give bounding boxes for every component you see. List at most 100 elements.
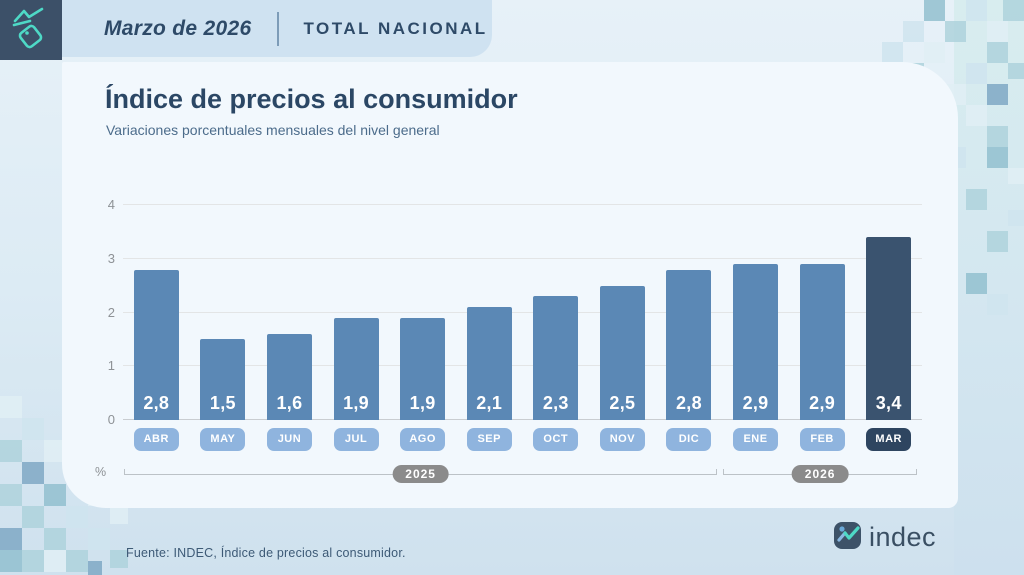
month-label-jul: JUL [333,428,379,451]
month-label-mar: MAR [866,428,912,451]
indec-logo-icon [833,519,864,555]
y-tick-label: 1 [107,358,115,374]
mosaic-square [88,561,102,575]
year-pill-2025: 2025 [392,465,449,483]
mosaic-square [966,189,987,210]
mosaic-square [987,294,1008,315]
page-title: Índice de precios al consumidor [105,84,518,114]
bar-may: 1,5 [200,339,246,420]
gridline-y0: 0 [108,412,922,427]
bar-sep: 2,1 [466,307,512,420]
bar-mar: 3,4 [866,237,912,420]
month-label-feb: FEB [799,428,845,451]
bar-ago: 1,9 [400,317,446,420]
y-axis-unit: % [95,465,107,479]
mosaic-square [66,506,88,528]
bar-value-label: 2,3 [542,393,569,413]
mosaic-square [66,550,88,572]
month-label-nov: NOV [599,428,645,451]
year-bracket-2026: 2026 [723,465,917,483]
mosaic-square [1008,168,1024,184]
bar-dic: 2,8 [666,269,712,420]
bar-feb: 2,9 [799,264,845,420]
mosaic-square [987,126,1008,147]
header-bar: Marzo de 2026 TOTAL NACIONAL [62,0,492,57]
y-tick-label: 4 [107,197,115,212]
year-bracket-2025: 2025 [124,465,718,483]
bar-oct: 2,3 [533,296,579,420]
gridline-y3: 3 [108,251,922,266]
y-tick-label: 3 [107,250,115,266]
y-tick-label: 2 [107,304,115,320]
mosaic-square [44,440,66,462]
mosaic-square [903,21,924,42]
bar-value-label: 3,4 [875,393,902,413]
indec-logo-text: indec [869,521,937,552]
month-label-oct: OCT [533,428,579,451]
mosaic-square [22,462,44,484]
gridline-y4: 4 [108,197,922,212]
bar-value-label: 2,8 [675,393,702,413]
price-tag-icon [10,5,52,56]
bar-value-label: 2,9 [742,393,769,413]
header-divider [277,11,280,46]
year-pill-2026: 2026 [791,465,849,483]
bar-chart: 4 3 2 1 0 2,8 1,5 1,6 1,9 1,9 2,1 2,3 2,5 2,8 2,9 2,9 3,… [95,197,922,493]
mosaic-square [924,42,945,63]
mosaic-square [0,528,22,550]
bar-ene: 2,9 [733,264,779,420]
mosaic-square [1003,0,1024,21]
mosaic-square [0,440,22,462]
mosaic-square [987,42,1008,63]
mosaic-square [987,84,1008,105]
mosaic-square [22,418,44,440]
y-tick-label: 0 [107,412,115,427]
month-label-ago: AGO [400,428,446,451]
bar-value-label: 1,5 [209,393,236,413]
mosaic-square [22,550,44,572]
indec-logo: indec [833,519,936,555]
bar-nov: 2,5 [599,285,645,420]
page-subtitle: Variaciones porcentuales mensuales del n… [106,122,440,138]
mosaic-square [987,21,1008,42]
month-axis: ABR MAY JUN JUL AGO SEP OCT NOV DIC ENE FEB MAR [123,428,922,451]
mosaic-square [966,63,987,84]
bar-jul: 1,9 [333,317,379,420]
mosaic-square [966,273,987,294]
mosaic-square [110,550,128,568]
mosaic-square [44,528,66,550]
month-label-ene: ENE [733,428,779,451]
mosaic-square [966,105,987,126]
mosaic-square [44,484,66,506]
month-label-dic: DIC [666,428,712,451]
brand-tile [0,0,62,60]
gridline-y1: 1 [108,358,922,373]
plot-area: 4 3 2 1 0 2,8 1,5 1,6 1,9 1,9 2,1 2,3 2,5 2,8 2,9 2,9 3,… [108,197,922,427]
gridline-y2: 2 [108,305,922,320]
mosaic-square [924,0,945,21]
period-label: Marzo de 2026 [104,16,252,40]
mosaic-square [88,528,110,550]
month-label-may: MAY [200,428,246,451]
year-axis: % 2025 2026 [95,463,922,493]
bar-value-label: 2,5 [609,393,636,413]
mosaic-square [1008,63,1024,79]
report-card: Índice de precios al consumidor Variacio… [62,62,958,508]
bar-abr: 2,8 [133,269,179,420]
bar-value-label: 1,9 [409,393,436,413]
mosaic-square [0,396,22,418]
source-note: Fuente: INDEC, Índice de precios al cons… [126,546,406,560]
bar-value-label: 1,6 [276,393,303,413]
bar-value-label: 2,8 [143,393,170,413]
mosaic-square [1008,210,1024,226]
bar-value-label: 2,1 [476,393,503,413]
mosaic-square [966,0,987,21]
bar-value-label: 2,9 [809,393,836,413]
bar-jun: 1,6 [266,334,312,420]
mosaic-square [22,506,44,528]
mosaic-square [110,506,128,524]
bar-value-label: 1,9 [343,393,369,413]
mosaic-square [44,550,66,572]
month-label-jun: JUN [266,428,312,451]
